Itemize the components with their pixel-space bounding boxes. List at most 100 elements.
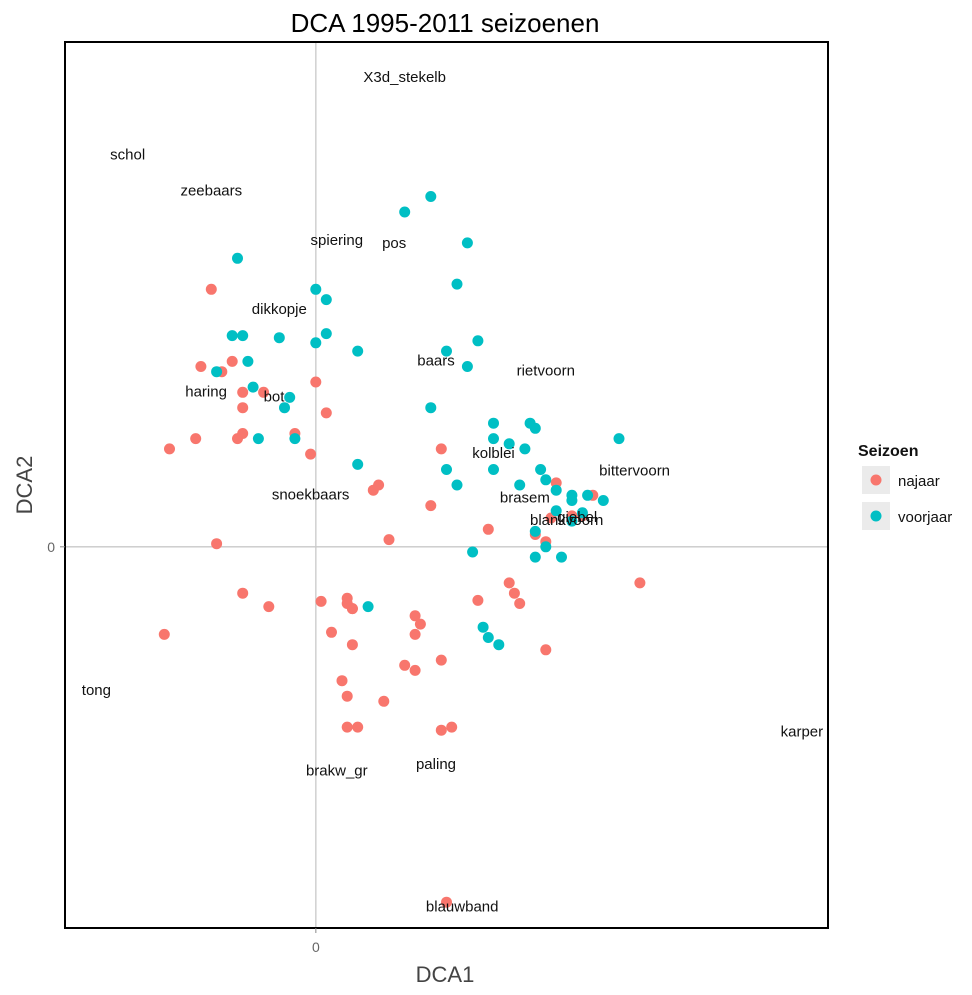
legend-label-voorjaar: voorjaar	[898, 509, 952, 526]
plot-panel	[65, 42, 828, 928]
data-point-najaar	[237, 587, 249, 599]
species-label: rietvoorn	[517, 363, 575, 380]
x-axis-label: DCA1	[416, 962, 475, 987]
species-label: bot	[264, 388, 286, 405]
data-point-voorjaar	[566, 515, 578, 527]
species-label: karper	[781, 723, 824, 740]
data-point-voorjaar	[477, 621, 489, 633]
species-label: paling	[416, 756, 456, 773]
species-label: spiering	[311, 232, 364, 249]
data-point-najaar	[508, 587, 520, 599]
species-label: blankvoorn	[530, 512, 603, 529]
data-point-voorjaar	[284, 391, 296, 403]
data-point-najaar	[305, 448, 317, 460]
legend-label-najaar: najaar	[898, 473, 940, 490]
data-point-najaar	[634, 577, 646, 589]
data-point-najaar	[237, 402, 249, 414]
data-point-voorjaar	[488, 417, 499, 429]
data-point-voorjaar	[550, 505, 562, 517]
data-point-najaar	[315, 595, 327, 607]
data-point-voorjaar	[461, 361, 473, 372]
data-point-najaar	[320, 407, 332, 419]
x-tick-label: 0	[312, 939, 320, 955]
data-point-najaar	[190, 433, 202, 445]
data-point-voorjaar	[514, 479, 526, 491]
data-point-voorjaar	[226, 330, 238, 342]
data-point-voorjaar	[582, 489, 594, 501]
data-point-voorjaar	[320, 294, 332, 306]
data-point-voorjaar	[320, 328, 332, 340]
data-point-voorjaar	[352, 345, 364, 357]
species-label: snoekbaars	[272, 486, 350, 503]
data-point-najaar	[346, 603, 358, 615]
species-label: kolblei	[472, 445, 515, 462]
data-point-voorjaar	[482, 632, 494, 643]
legend-key-najaar	[870, 474, 882, 486]
species-label: tong	[82, 682, 111, 699]
x-axis-ticks: 0	[312, 928, 320, 955]
data-point-voorjaar	[566, 495, 578, 506]
data-point-voorjaar	[211, 366, 223, 378]
data-point-najaar	[258, 386, 270, 398]
data-point-voorjaar	[540, 474, 552, 486]
y-axis-label: DCA2	[12, 456, 37, 515]
species-label: baars	[417, 352, 455, 369]
data-point-najaar	[472, 594, 484, 606]
data-point-najaar	[341, 690, 353, 702]
data-point-voorjaar	[535, 464, 547, 475]
legend-title: Seizoen	[858, 443, 918, 460]
species-label: giebel	[557, 509, 597, 526]
y-axis-ticks: 0	[47, 539, 65, 555]
data-point-najaar	[503, 577, 515, 589]
data-point-najaar	[326, 626, 337, 638]
data-point-voorjaar	[425, 402, 437, 414]
data-point-najaar	[441, 896, 452, 908]
data-point-voorjaar	[441, 464, 452, 475]
reference-lines	[65, 42, 828, 928]
y-tick-label: 0	[47, 539, 55, 555]
data-point-najaar	[226, 355, 238, 367]
data-point-najaar	[435, 654, 447, 666]
species-label: zeebaars	[180, 182, 242, 199]
data-point-voorjaar	[399, 206, 411, 218]
data-point-voorjaar	[550, 484, 562, 496]
data-point-voorjaar	[461, 237, 473, 249]
data-point-najaar	[346, 639, 358, 651]
data-point-najaar	[409, 610, 421, 622]
species-label: dikkopje	[252, 301, 307, 318]
data-point-voorjaar	[273, 332, 285, 344]
data-point-voorjaar	[519, 443, 531, 455]
data-point-najaar	[373, 479, 385, 491]
data-point-najaar	[414, 618, 426, 630]
legend: Seizoen najaar voorjaar	[858, 443, 952, 530]
data-point-voorjaar	[529, 422, 541, 434]
species-label: brasem	[500, 489, 550, 506]
data-point-najaar	[232, 433, 243, 445]
species-label: blauwband	[426, 898, 499, 915]
data-point-voorjaar	[576, 507, 588, 519]
data-point-voorjaar	[289, 433, 301, 445]
species-label: pos	[382, 235, 406, 252]
data-point-najaar	[540, 644, 552, 656]
data-point-voorjaar	[362, 601, 374, 613]
data-point-najaar	[205, 283, 217, 295]
data-point-najaar	[352, 721, 364, 733]
data-point-voorjaar	[310, 283, 322, 295]
data-point-voorjaar	[451, 278, 463, 290]
points-layer	[158, 191, 646, 908]
data-point-najaar	[211, 538, 223, 550]
species-label: haring	[185, 383, 227, 400]
data-point-najaar	[435, 724, 447, 736]
data-point-najaar	[237, 386, 249, 398]
data-point-najaar	[263, 601, 275, 613]
data-point-najaar	[399, 659, 411, 671]
species-label: schol	[110, 146, 145, 163]
data-point-voorjaar	[451, 479, 463, 491]
data-point-najaar	[164, 443, 175, 455]
data-point-voorjaar	[529, 551, 541, 563]
data-point-voorjaar	[556, 551, 567, 563]
data-point-voorjaar	[425, 191, 437, 202]
data-point-najaar	[435, 443, 447, 455]
